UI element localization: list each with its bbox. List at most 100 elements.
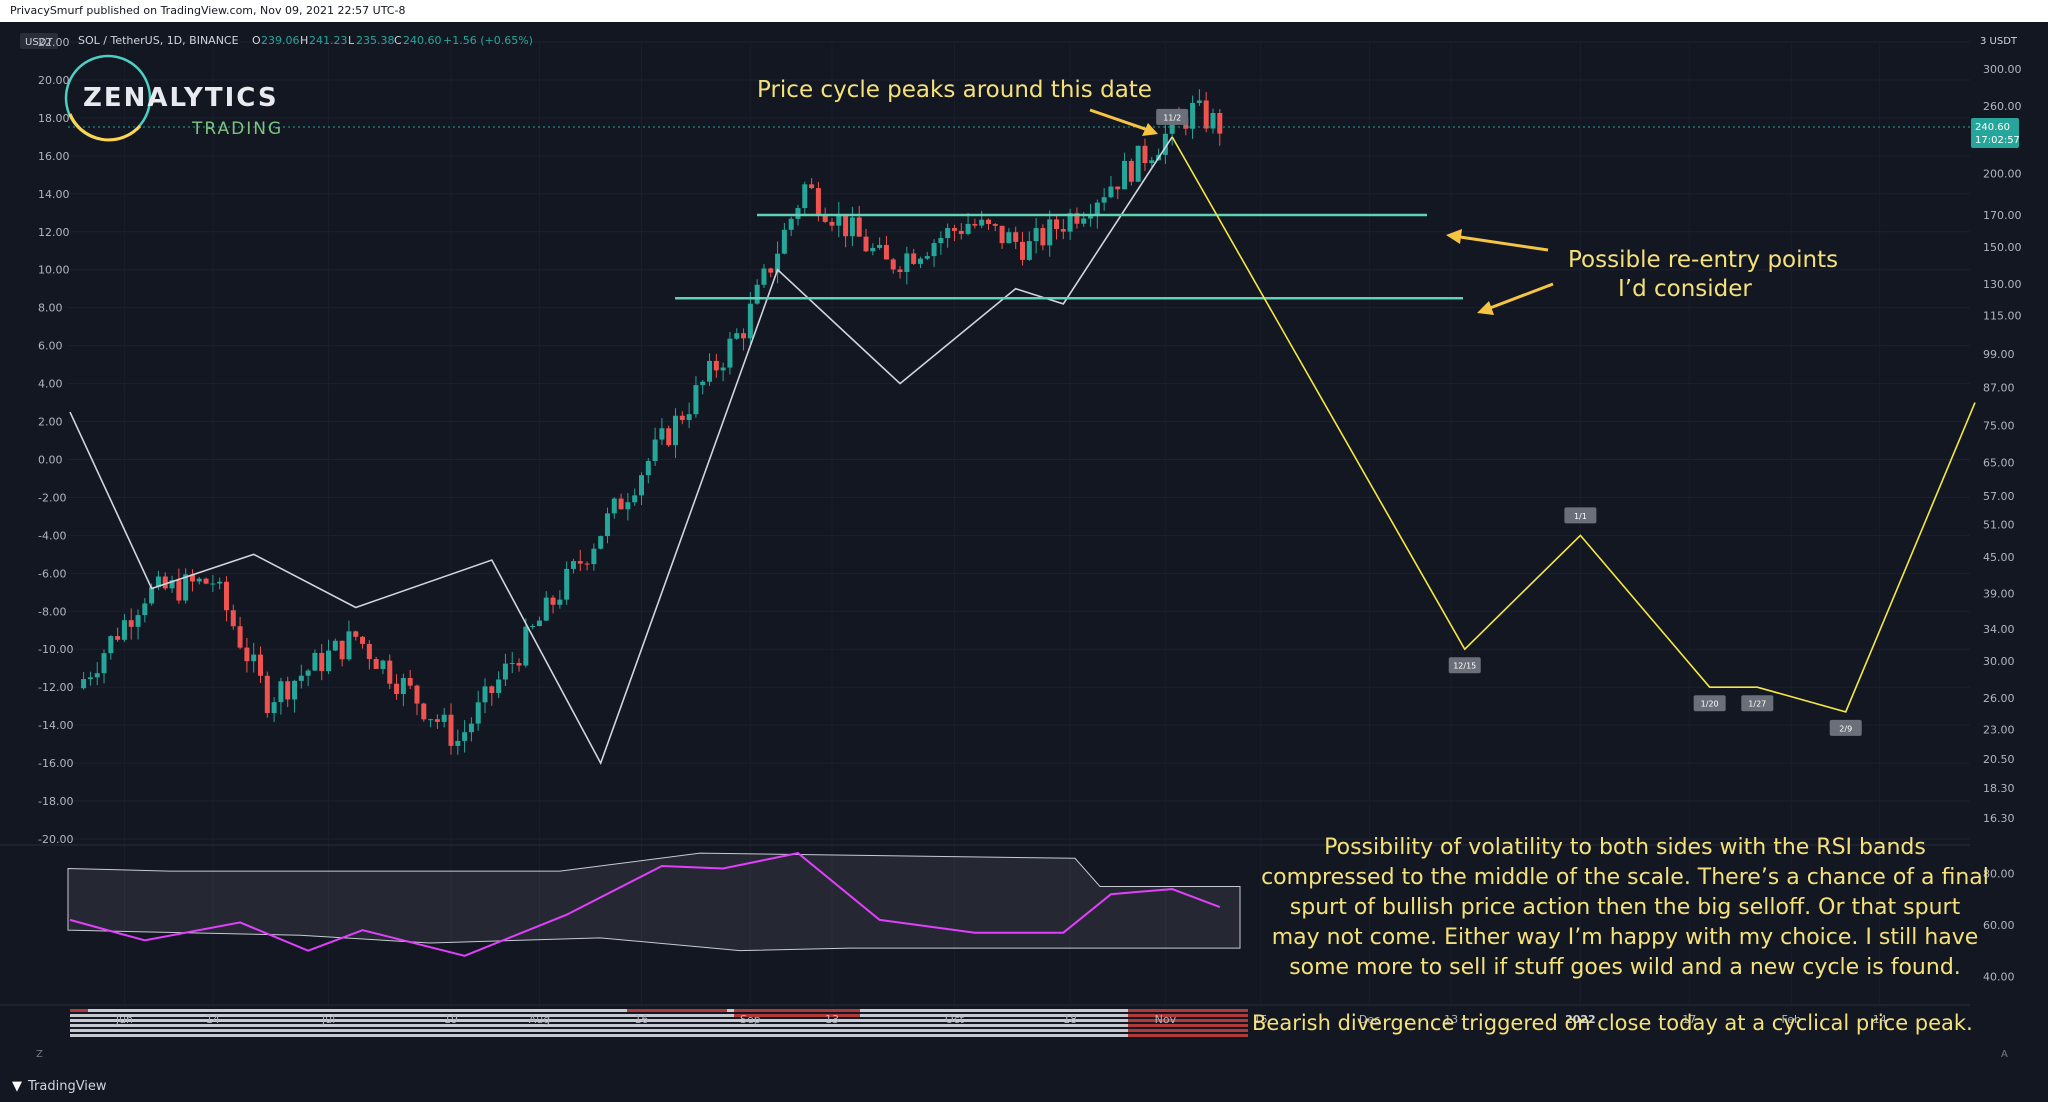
stripe-segment: [734, 1034, 860, 1037]
right-axis[interactable]: 300.00 260.00 200.00 170.00 150.00 130.00 115.…: [1983, 63, 2022, 825]
cycle-marker-label: 1/27: [1748, 700, 1766, 709]
left-axis-tick: 2.00: [38, 416, 63, 429]
candle-body: [598, 536, 604, 549]
candle-body: [298, 675, 304, 681]
candle-body: [271, 702, 277, 714]
candle-body: [496, 679, 502, 693]
volatility-line-1: Possibility of volatility to both sides …: [1324, 835, 1926, 860]
stripe-segment: [734, 1019, 860, 1022]
time-axis-tick: Nov: [1155, 1013, 1177, 1026]
candle-body: [339, 640, 345, 660]
candle-body: [1190, 102, 1196, 129]
candle-body: [843, 213, 849, 237]
candle-body: [775, 253, 781, 273]
candle-body: [1101, 197, 1107, 203]
candle-body: [387, 660, 393, 684]
candle-body: [754, 284, 760, 304]
symbol-legend[interactable]: USDT SOL / TetherUS, 1D, BINANCE O 239.0…: [0, 22, 533, 49]
candle-body: [353, 631, 359, 637]
corner-left-label: Z: [36, 1049, 43, 1060]
left-axis-tick: 4.00: [38, 378, 63, 391]
symbol-pair: SOL / TetherUS, 1D, BINANCE: [78, 34, 239, 47]
time-axis[interactable]: Jun 14 Jul 19 Aug 16 Sep 13 Oct 18 Nov 15 Dec 13 2022 1…: [115, 1013, 1887, 1026]
stripe-row: [70, 1014, 1128, 1017]
candle-body: [584, 563, 590, 565]
time-axis-tick: Jul: [321, 1013, 335, 1026]
peak-note: Price cycle peaks around this date: [757, 77, 1152, 103]
right-axis-tick: 45.00: [1983, 551, 2015, 564]
peak-arrow: [1089, 108, 1158, 136]
projection-line: [1171, 136, 1976, 713]
candle-body: [768, 268, 774, 273]
candle-body: [1013, 232, 1019, 242]
price-badge: 240.60 17:02:57: [1971, 118, 2020, 148]
corner-left-button[interactable]: Z: [36, 1049, 43, 1060]
time-axis-tick: 18: [1063, 1013, 1077, 1026]
candle-body: [727, 338, 733, 368]
candle-body: [652, 439, 658, 462]
candle-body: [659, 428, 665, 440]
left-axis-tick: 10.00: [38, 264, 70, 277]
candle-body: [278, 681, 284, 703]
candle-body: [570, 561, 576, 569]
left-axis-tick: 18.00: [38, 112, 70, 125]
right-axis-tick: 34.00: [1983, 623, 2015, 636]
chart-canvas[interactable]: 11/2 12/15 1/1 1/20 1/27 2/9 USDT SOL / Tethe…: [0, 22, 2048, 1070]
time-axis-tick: Aug: [529, 1013, 550, 1026]
candle-body: [475, 702, 481, 724]
candle-body: [856, 217, 862, 237]
cycle-marker-bg: [1829, 719, 1862, 736]
candle-body: [591, 548, 597, 565]
candle-body: [87, 677, 93, 680]
candle-body: [951, 228, 957, 231]
volatility-line-4: may not come. Either way I’m happy with …: [1272, 925, 1979, 950]
publisher-text: PrivacySmurf published on TradingView.co…: [10, 4, 406, 17]
candle-body: [720, 367, 726, 371]
volatility-line-2: compressed to the middle of the scale. T…: [1261, 865, 1989, 890]
candle-body: [203, 578, 209, 584]
candle-body: [502, 663, 508, 680]
candle-body: [1135, 145, 1141, 182]
left-axis-tick: -18.00: [38, 795, 73, 808]
candle-body: [788, 218, 794, 230]
price-badge-bg: [1971, 118, 2019, 148]
open-label: O: [252, 34, 261, 47]
candle-body: [999, 225, 1005, 244]
candle-body: [1047, 219, 1053, 246]
candle-body: [945, 228, 951, 239]
cycle-marker: 11/2: [1156, 108, 1189, 125]
scale-button-label: 3 USDT: [1980, 36, 2018, 47]
candle-body: [394, 683, 400, 694]
candle-body: [1142, 145, 1148, 164]
left-axis-tick: 12.00: [38, 226, 70, 239]
stripe-row: [70, 1029, 1128, 1032]
candle-body: [142, 603, 148, 616]
right-axis-tick: 18.30: [1983, 782, 2015, 795]
candle-body: [1210, 112, 1216, 129]
stripe-segment: [1128, 1014, 1248, 1017]
right-axis-tick: 75.00: [1983, 419, 2015, 432]
reentry-arrow-lower: [1477, 282, 1554, 315]
left-axis-tick: -20.00: [38, 833, 73, 846]
stripe-row: [70, 1019, 1128, 1022]
price-badge-timer: 17:02:57: [1975, 135, 2020, 146]
left-axis-tick: 6.00: [38, 340, 63, 353]
candle-body: [162, 576, 168, 589]
candle-body: [645, 461, 651, 476]
candle-body: [455, 740, 461, 746]
candle-body: [965, 223, 971, 234]
corner-right-button[interactable]: A: [2001, 1049, 2008, 1060]
scale-button[interactable]: 3 USDT: [1980, 36, 2018, 47]
cycle-marker-bg: [1564, 507, 1597, 524]
tradingview-brand[interactable]: ▼ TradingView: [12, 1079, 107, 1094]
candle-body: [781, 229, 787, 254]
stripe-row: [70, 1034, 1128, 1037]
cycle-marker-label: 2/9: [1839, 724, 1852, 733]
candle-body: [686, 414, 692, 421]
support-layer: [675, 213, 1463, 300]
candle-body: [108, 636, 114, 654]
candle-body: [196, 578, 202, 582]
time-axis-tick: 16: [635, 1013, 649, 1026]
cycle-marker-bg: [1741, 695, 1774, 712]
time-axis-tick: 19: [444, 1013, 458, 1026]
